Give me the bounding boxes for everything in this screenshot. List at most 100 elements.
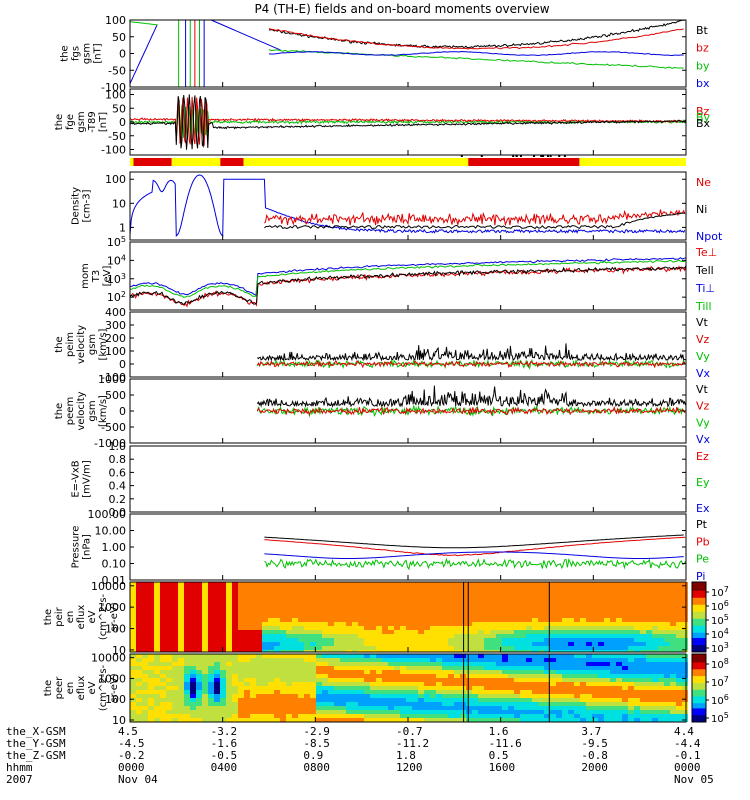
spectrogram-cell — [346, 706, 352, 710]
spectrogram-cell — [592, 690, 598, 694]
spectrogram-cell — [262, 674, 268, 678]
spectrogram-cell — [346, 634, 352, 638]
spectrogram-cell — [406, 698, 412, 702]
spectrogram-cell — [334, 662, 340, 666]
spectrogram-cell — [598, 626, 604, 630]
spectrogram-cell — [682, 594, 688, 598]
spectrogram-cell — [586, 666, 592, 670]
spectrogram-cell — [544, 626, 550, 630]
spectrogram-cell — [370, 638, 376, 642]
spectrogram-cell — [370, 602, 376, 606]
spectrogram-cell — [334, 594, 340, 598]
spectrogram-cell — [556, 686, 562, 690]
spectrogram-cell — [130, 694, 136, 698]
spectrogram-cell — [136, 618, 142, 622]
spectrogram-cell — [448, 606, 454, 610]
spectrogram-cell — [262, 654, 268, 658]
spectrogram-cell — [190, 646, 196, 650]
spectrogram-cell — [328, 594, 334, 598]
spectrogram-cell — [658, 602, 664, 606]
spectrogram-cell — [322, 650, 328, 652]
spectrogram-cell — [286, 694, 292, 698]
spectrogram-cell — [148, 626, 154, 630]
series-pt — [264, 534, 684, 549]
spectrogram-cell — [670, 650, 676, 652]
spectrogram-cell — [472, 646, 478, 650]
spectrogram-cell — [298, 586, 304, 590]
spectrogram-cell — [292, 598, 298, 602]
spectrogram-cell — [352, 638, 358, 642]
spectrogram-cell — [274, 682, 280, 686]
spectrogram-cell — [646, 718, 652, 722]
spectrogram-cell — [232, 590, 238, 594]
spectrogram-cell — [538, 714, 544, 718]
spectrogram-cell — [658, 590, 664, 594]
spectrogram-cell — [340, 710, 346, 714]
spectrogram-cell — [310, 634, 316, 638]
spectrogram-cell — [136, 610, 142, 614]
spectrogram-cell — [460, 694, 466, 698]
legend-entry-fge: Bz — [696, 105, 710, 118]
spectrogram-cell — [184, 626, 190, 630]
spectrogram-cell — [538, 598, 544, 602]
spectrogram-cell — [658, 674, 664, 678]
mode-bar-segment — [468, 158, 580, 166]
spectrogram-cell — [202, 626, 208, 630]
spectrogram-cell — [412, 586, 418, 590]
spectrogram-cell — [190, 662, 196, 666]
spectrogram-cell — [616, 666, 622, 670]
spectrogram-cell — [580, 630, 586, 634]
spectrogram-cell — [388, 654, 394, 658]
spectrogram-cell — [430, 634, 436, 638]
spectrogram-cell — [466, 614, 472, 618]
spectrogram-cell — [520, 642, 526, 646]
spectrogram-cell — [292, 694, 298, 698]
spectrogram-cell — [304, 678, 310, 682]
spectrogram-cell — [334, 694, 340, 698]
spectrogram-cell — [550, 626, 556, 630]
spectrogram-cell — [340, 634, 346, 638]
spectrogram-cell — [442, 630, 448, 634]
y-tick-label: 1.00 — [102, 541, 127, 554]
spectrogram-cell — [616, 662, 622, 666]
spectrogram-cell — [268, 602, 274, 606]
spectrogram-cell — [526, 594, 532, 598]
spectrogram-cell — [382, 590, 388, 594]
spectrogram-cell — [682, 606, 688, 610]
spectrogram-cell — [448, 650, 454, 652]
spectrogram-cell — [196, 678, 202, 682]
spectrogram-cell — [214, 618, 220, 622]
spectrogram-cell — [316, 650, 322, 652]
spectrogram-cell — [658, 706, 664, 710]
spectrogram-cell — [178, 718, 184, 722]
spectrogram-cell — [166, 606, 172, 610]
spectrogram-cell — [250, 618, 256, 622]
spectrogram-cell — [136, 582, 142, 586]
spectrogram-cell — [502, 622, 508, 626]
spectrogram-cell — [466, 658, 472, 662]
y-axis-label-line: eV — [87, 610, 98, 623]
spectrogram-cell — [388, 666, 394, 670]
spectrogram-cell — [352, 666, 358, 670]
spectrogram-cell — [478, 598, 484, 602]
spectrogram-cell — [424, 630, 430, 634]
spectrogram-cell — [466, 590, 472, 594]
spectrogram-cell — [670, 614, 676, 618]
spectrogram-cell — [346, 614, 352, 618]
spectrogram-cell — [562, 662, 568, 666]
spectrogram-cell — [520, 710, 526, 714]
spectrogram-cell — [442, 682, 448, 686]
spectrogram-cell — [268, 650, 274, 652]
mode-tick-mark — [515, 155, 518, 157]
spectrogram-cell — [142, 662, 148, 666]
spectrogram-cell — [286, 654, 292, 658]
spectrogram-cell — [538, 666, 544, 670]
spectrogram-cell — [484, 666, 490, 670]
spectrogram-cell — [520, 646, 526, 650]
spectrogram-cell — [298, 678, 304, 682]
y-tick-label: -50 — [108, 130, 126, 143]
spectrogram-cell — [526, 638, 532, 642]
spectrogram-cell — [544, 662, 550, 666]
spectrogram-cell — [298, 682, 304, 686]
spectrogram-cell — [472, 658, 478, 662]
